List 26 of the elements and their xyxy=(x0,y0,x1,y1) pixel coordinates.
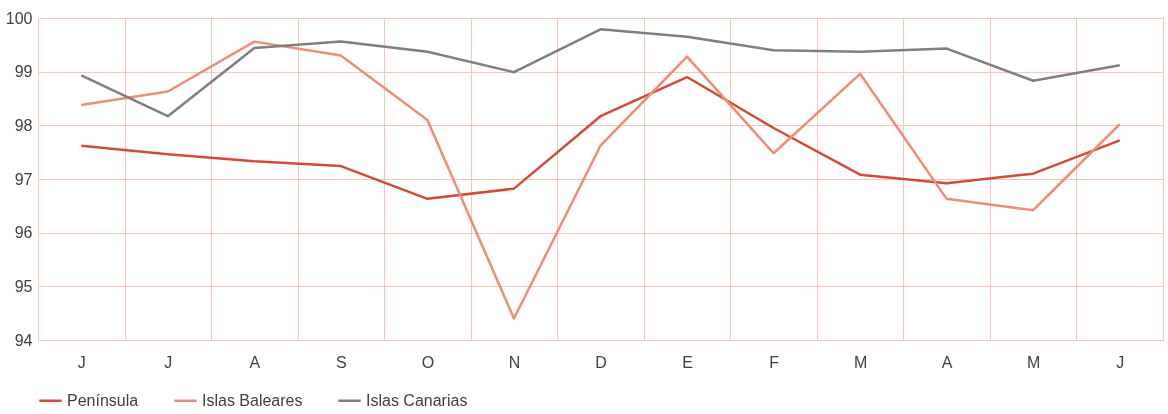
x-tick-label: F xyxy=(769,353,780,371)
legend-label: Islas Canarias xyxy=(366,391,468,409)
line-series xyxy=(80,40,1121,320)
y-tick-label: 96 xyxy=(14,224,33,242)
x-tick-label: J xyxy=(77,353,86,371)
y-tick-label: 97 xyxy=(14,170,33,188)
line-series xyxy=(80,28,1121,118)
x-tick-label: E xyxy=(682,353,693,371)
line-series xyxy=(80,75,1121,201)
y-tick-label: 94 xyxy=(14,331,33,349)
y-tick-label: 99 xyxy=(14,63,33,81)
x-tick-label: N xyxy=(508,353,521,371)
x-tick-label: S xyxy=(336,353,347,371)
y-tick-label: 95 xyxy=(14,277,33,295)
legend-label: Península xyxy=(67,391,139,409)
legend-label: Islas Baleares xyxy=(202,391,303,409)
x-tick-label: A xyxy=(249,353,261,371)
x-tick-label: O xyxy=(421,353,435,371)
y-tick-label: 98 xyxy=(14,116,33,134)
x-tick-label: M xyxy=(1027,353,1041,371)
x-tick-label: D xyxy=(595,353,607,371)
x-tick-label: M xyxy=(853,353,868,371)
x-tick-label: A xyxy=(941,353,953,371)
y-tick-label: 100 xyxy=(5,9,33,27)
x-tick-label: J xyxy=(1116,353,1125,371)
x-tick-label: J xyxy=(164,353,173,371)
